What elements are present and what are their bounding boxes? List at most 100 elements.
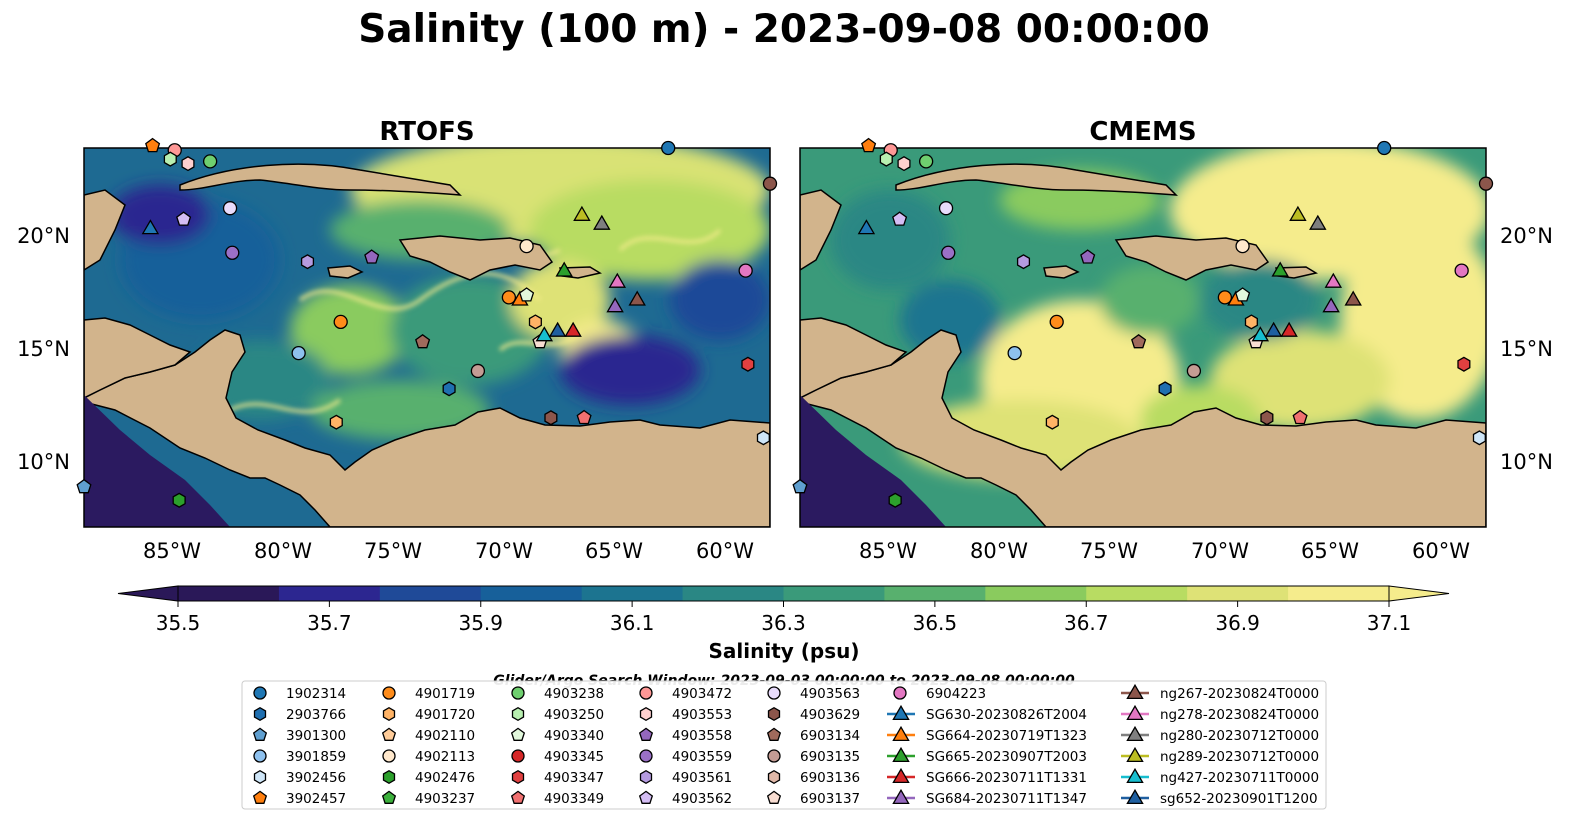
observation-marker <box>1271 261 1289 277</box>
legend-label: 4903562 <box>672 791 732 807</box>
legend-marker <box>1126 746 1144 763</box>
observation-marker <box>792 478 808 494</box>
observation-markers-cmems <box>792 137 1494 508</box>
legend-entry: 3902456 <box>253 769 346 786</box>
observation-marker <box>762 176 778 191</box>
y-tick-label: 10°N <box>1500 450 1553 474</box>
legend-entry: ng278-20230824T0000 <box>1121 704 1319 723</box>
legend-marker <box>892 767 910 784</box>
legend-label: SG684-20230711T1347 <box>926 791 1087 807</box>
observation-marker <box>608 272 627 288</box>
observation-marker <box>555 261 573 277</box>
legend-entry: 3901300 <box>252 727 346 744</box>
legend-marker <box>893 686 907 700</box>
legend-entry: 1902314 <box>253 686 346 702</box>
legend-entry: 4903340 <box>510 727 604 744</box>
y-tick-label: 15°N <box>1500 337 1553 361</box>
observation-marker <box>1049 314 1064 330</box>
legend-entry: 4903349 <box>510 790 604 807</box>
legend-marker <box>381 727 397 741</box>
x-tick-label: 65°W <box>1301 539 1359 563</box>
legend-entry: 4903345 <box>511 749 604 765</box>
x-tick-label: 60°W <box>1412 539 1470 563</box>
legend-label: 3902457 <box>286 791 346 807</box>
observation-marker <box>329 414 343 430</box>
observation-marker <box>1260 410 1274 426</box>
colorbar-tick-label: 35.7 <box>307 611 352 635</box>
legend-marker <box>1126 788 1144 805</box>
legend-marker <box>382 769 396 785</box>
legend-entry: SG665-20230907T2003 <box>887 746 1087 765</box>
colorbar-ticks: 35.5 35.7 35.9 36.1 36.3 36.5 36.7 36.9 37.1 <box>156 601 1411 635</box>
legend-entry: 4903238 <box>511 686 604 702</box>
observation-marker <box>628 290 646 306</box>
colorbar-tick-label: 36.7 <box>1064 611 1109 635</box>
observation-marker <box>225 245 240 260</box>
observation-marker <box>519 238 534 254</box>
legend-marker <box>639 749 653 763</box>
x-tick-label: 75°W <box>364 539 422 563</box>
observation-marker <box>1235 287 1251 302</box>
legend-label: 4903340 <box>544 728 604 744</box>
legend-marker <box>252 790 268 804</box>
colorbar-segment <box>1086 586 1188 601</box>
observation-marker <box>1289 205 1307 221</box>
legend-entry: 6903137 <box>766 790 860 807</box>
observation-marker <box>291 345 306 361</box>
y-ticks-cmems: 20°N 15°N 10°N <box>1500 224 1553 474</box>
legend-label: 4903563 <box>800 686 860 702</box>
x-tick-label: 65°W <box>585 539 643 563</box>
legend-entry: 4901719 <box>382 686 475 702</box>
legend-entry: SG666-20230711T1331 <box>887 767 1087 786</box>
x-tick-label: 80°W <box>254 539 312 563</box>
observation-marker <box>1251 326 1270 342</box>
colorbar-segment <box>1288 586 1390 601</box>
legend-label: ng278-20230824T0000 <box>1160 707 1319 723</box>
legend-label: ng289-20230712T0000 <box>1160 749 1319 765</box>
observation-marker <box>741 356 755 372</box>
observation-marker <box>1244 314 1258 330</box>
x-tick-label: 85°W <box>143 539 201 563</box>
observation-marker <box>1264 321 1283 337</box>
legend-marker <box>511 769 525 785</box>
legend-label: ng280-20230712T0000 <box>1160 728 1319 744</box>
legend-entry: SG684-20230711T1347 <box>887 788 1087 807</box>
observation-marker <box>141 219 160 235</box>
observation-marker <box>1324 272 1343 288</box>
legend-label: 4901720 <box>415 707 475 723</box>
colorbar-label: Salinity (psu) <box>708 639 859 663</box>
legend-marker <box>252 727 268 741</box>
legend-marker <box>1126 725 1144 742</box>
legend-label: 6903136 <box>800 770 860 786</box>
observation-marker <box>145 137 161 153</box>
legend-entry: 6903135 <box>767 749 860 765</box>
legend-marker <box>511 686 525 700</box>
legend-label: 4903553 <box>672 707 732 723</box>
observation-marker <box>756 430 770 446</box>
observation-marker <box>1235 238 1250 254</box>
map-panel-rtofs: RTOFS <box>17 117 778 563</box>
observation-marker <box>76 478 92 494</box>
map-panel-cmems: CMEMS <box>792 117 1553 563</box>
legend-entry: ng427-20230711T0000 <box>1121 767 1319 786</box>
legend-marker <box>639 706 653 722</box>
legend-marker <box>767 686 781 700</box>
legend-entry: SG664-20230719T1323 <box>887 725 1087 744</box>
colorbar-tick-label: 36.9 <box>1215 611 1260 635</box>
legend-label: 4903349 <box>544 791 604 807</box>
observation-marker <box>892 211 908 226</box>
observation-marker <box>1292 409 1308 425</box>
colorbar-tick-label: 36.5 <box>913 611 958 635</box>
observation-marker <box>857 219 876 235</box>
y-tick-label: 20°N <box>1500 224 1553 248</box>
observation-marker <box>1045 414 1059 430</box>
observation-marker <box>888 492 902 508</box>
observation-marker <box>501 290 517 305</box>
legend-marker <box>892 704 910 721</box>
observation-marker <box>1344 290 1362 306</box>
observation-marker <box>415 333 431 349</box>
land-cmems <box>800 163 1486 527</box>
legend-marker <box>382 749 396 763</box>
legend-label: 4903347 <box>544 770 604 786</box>
legend-entry: ng267-20230824T0000 <box>1121 683 1319 702</box>
